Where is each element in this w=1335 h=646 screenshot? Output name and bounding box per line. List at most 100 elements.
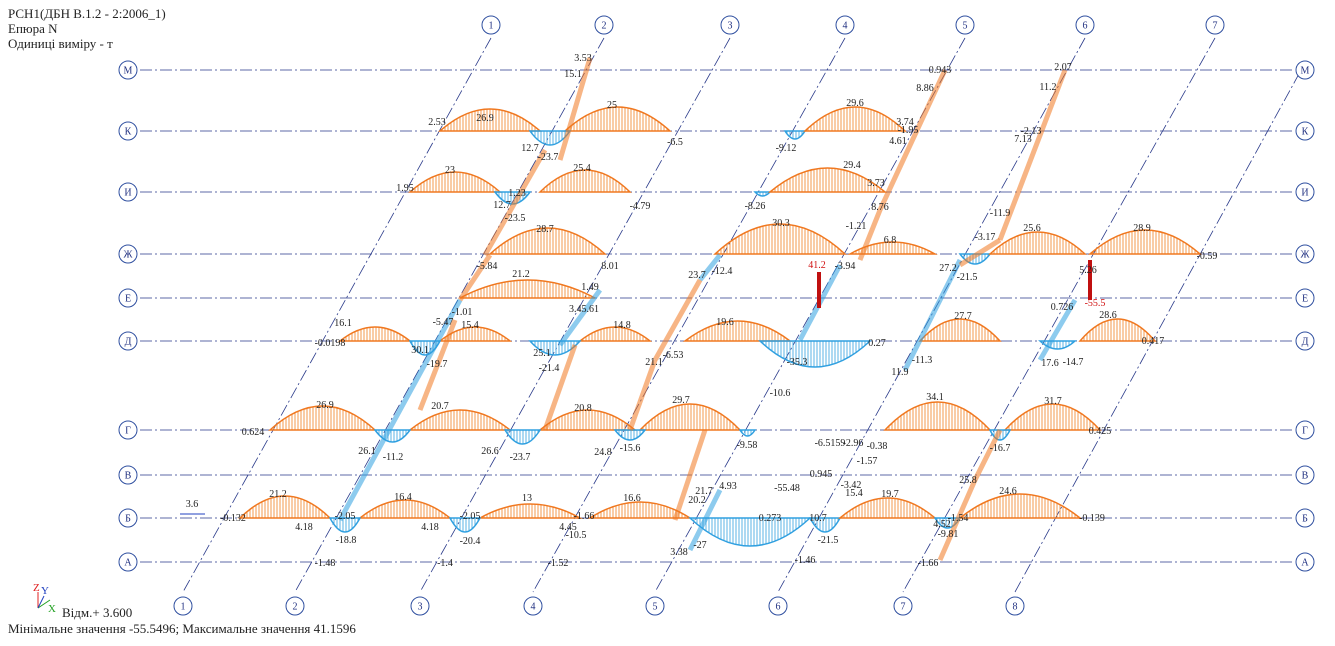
value-label: 3.53 xyxy=(574,53,592,64)
column-bubble-label: 3 xyxy=(418,602,423,613)
value-label: -23.7 xyxy=(538,152,559,163)
value-label: -21.5 xyxy=(957,272,978,283)
value-label: 1.49 xyxy=(581,282,599,293)
value-label: -9.12 xyxy=(776,143,797,154)
force-diagram xyxy=(505,430,540,444)
value-label: 29.7 xyxy=(672,395,690,406)
value-label: -1.48 xyxy=(315,558,336,569)
row-bubble-label: М xyxy=(124,66,133,77)
value-label: 20.8 xyxy=(574,403,592,414)
value-label: 24.8 xyxy=(594,447,612,458)
axis-icon: Z Y X xyxy=(33,582,56,615)
value-label: 26.6 xyxy=(481,446,499,457)
row-bubble-label: Е xyxy=(1302,294,1308,305)
value-label: 2.07 xyxy=(1054,62,1072,73)
force-diagram xyxy=(1005,404,1100,430)
level: Відм.+ 3.600 xyxy=(62,605,132,620)
value-label: 16.4 xyxy=(394,492,412,503)
value-label: 0.726 xyxy=(1051,302,1074,313)
force-diagram xyxy=(785,131,805,139)
value-label: 28.6 xyxy=(1099,310,1117,321)
value-label: 15.1 xyxy=(564,69,582,80)
force-diagram xyxy=(920,319,1000,341)
value-label: -18.8 xyxy=(336,535,357,546)
value-label: 4.93 xyxy=(719,481,737,492)
value-label: 25 xyxy=(607,100,617,111)
value-label: -3.17 xyxy=(975,232,996,243)
row-bubble-label: Г xyxy=(125,426,131,437)
value-label: 30.1 xyxy=(411,345,429,356)
value-label: 28.7 xyxy=(536,224,554,235)
diagram: РСН1(ДБН В.1.2 - 2:2006_1) Епюра N Одини… xyxy=(0,0,1335,641)
value-label: -11.3 xyxy=(912,355,932,366)
value-label: 11.9 xyxy=(891,367,908,378)
diagram-name: Епюра N xyxy=(8,21,58,36)
value-label: -9.81 xyxy=(938,529,959,540)
axis-x: X xyxy=(48,603,56,615)
column-diagram xyxy=(655,280,700,360)
value-label: 5.26 xyxy=(1079,265,1097,276)
row-bubble-label: Д xyxy=(1302,337,1309,348)
value-label: 8.76 xyxy=(871,202,889,213)
value-label: -27 xyxy=(693,540,706,551)
column-bubble-label: 1 xyxy=(181,602,186,613)
value-label: 2.53 xyxy=(428,117,446,128)
row-bubble-label: Д xyxy=(125,337,132,348)
column-bubble-label: 4 xyxy=(843,21,848,32)
row-bubble-label: И xyxy=(1301,188,1308,199)
value-label: 21.2 xyxy=(269,489,287,500)
value-label: 11.2 xyxy=(1039,82,1056,93)
value-label: -1.46 xyxy=(795,555,816,566)
value-label: -0.38 xyxy=(867,441,888,452)
column-bubble-label: 7 xyxy=(901,602,906,613)
value-label: -2.96 xyxy=(843,438,864,449)
value-label: 15.4 xyxy=(845,488,863,499)
value-label: 10.7 xyxy=(809,513,827,524)
value-label: -0.0198 xyxy=(315,338,346,349)
axis-y: Y xyxy=(41,585,49,597)
value-label: -1.95 xyxy=(898,125,919,136)
value-label: 4.18 xyxy=(295,522,313,533)
value-label: 21.2 xyxy=(512,269,530,280)
value-label: -1.57 xyxy=(857,456,878,467)
column-bubble-label: 2 xyxy=(602,21,607,32)
value-label: 0.624 xyxy=(242,427,265,438)
value-label: 19.7 xyxy=(881,489,899,500)
column-bubble-label: 6 xyxy=(1083,21,1088,32)
value-label: -55.48 xyxy=(774,483,800,494)
force-diagram xyxy=(340,327,410,341)
value-label: -11.2 xyxy=(383,452,403,463)
value-label: 19.6 xyxy=(716,317,734,328)
value-label: 25.6 xyxy=(1023,223,1041,234)
force-diagram xyxy=(480,504,580,518)
value-label: -1.54 xyxy=(948,513,969,524)
value-label: 16.6 xyxy=(623,493,641,504)
value-label: 16.1 xyxy=(334,318,352,329)
max-bar xyxy=(817,272,821,308)
min-max: Мінімальне значення -55.5496; Максимальн… xyxy=(8,621,356,636)
value-label: 1.23 xyxy=(508,188,526,199)
value-label: 25.4 xyxy=(573,163,591,174)
value-label: 12.7 xyxy=(493,200,511,211)
value-label: -5.47 xyxy=(433,317,454,328)
value-label: 4.18 xyxy=(421,522,439,533)
column-bubble-label: 8 xyxy=(1013,602,1018,613)
value-label: -4.79 xyxy=(630,201,651,212)
force-diagram xyxy=(410,172,500,192)
value-label: 29.6 xyxy=(846,98,864,109)
value-label: -1.4 xyxy=(437,558,453,569)
value-label: 25.8 xyxy=(959,475,977,486)
value-label: -3.94 xyxy=(835,261,856,272)
row-bubble-label: К xyxy=(125,127,132,138)
value-label: -1.66 xyxy=(574,511,595,522)
column-diagram xyxy=(975,430,1000,480)
row-bubble-label: Е xyxy=(125,294,131,305)
value-label: -14.7 xyxy=(1063,357,1084,368)
value-label: -55.5 xyxy=(1085,298,1106,309)
row-bubble-label: Б xyxy=(1302,514,1308,525)
value-label: -15.6 xyxy=(620,443,641,454)
column-bubble-label: 1 xyxy=(489,21,494,32)
force-diagram xyxy=(375,430,410,442)
value-label: 20.7 xyxy=(431,401,449,412)
value-label: 3.6 xyxy=(186,499,199,510)
